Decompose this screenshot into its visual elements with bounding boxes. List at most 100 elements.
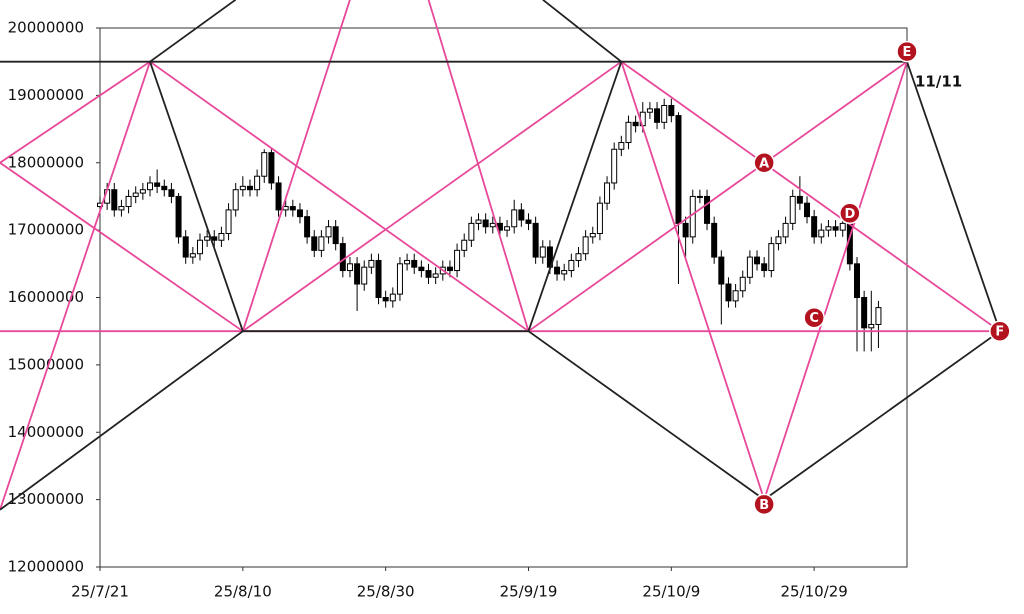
x-tick-label: 25/10/29 — [780, 583, 847, 601]
candle-body — [146, 182, 153, 191]
candle-body — [396, 263, 403, 295]
candle-body — [525, 219, 532, 224]
candle-body — [518, 209, 525, 221]
candle-body — [654, 108, 661, 123]
point-label: C — [809, 311, 819, 326]
candle-body — [354, 263, 361, 285]
y-tick-label: 15000000 — [8, 355, 84, 373]
candle-body — [368, 259, 375, 268]
candle-body — [168, 189, 175, 197]
candle-body — [404, 259, 411, 265]
candle-body — [325, 226, 332, 238]
candle-body — [454, 249, 461, 272]
candle-body — [468, 222, 475, 241]
candle-body — [375, 259, 382, 299]
candle-body — [389, 293, 396, 302]
candle-body — [668, 104, 675, 117]
candle-body — [711, 222, 718, 258]
y-tick-label: 18000000 — [8, 153, 84, 171]
candle-body — [175, 195, 182, 238]
candle-body — [682, 222, 689, 238]
candle-body — [582, 236, 589, 255]
y-tick-label: 14000000 — [8, 423, 84, 441]
candle-body — [618, 142, 625, 150]
candle-body — [596, 202, 603, 234]
point-marker — [803, 306, 825, 329]
candle-body — [804, 202, 811, 218]
candle-body — [339, 243, 346, 272]
candle-body — [432, 273, 439, 278]
candle-body — [239, 185, 246, 191]
candle-body — [461, 239, 468, 251]
candle-body — [268, 152, 275, 184]
overlay-line — [0, 59, 909, 511]
x-tick-label: 25/8/30 — [357, 583, 415, 601]
x-tick-label: 25/9/19 — [500, 583, 558, 601]
candle-body — [861, 297, 868, 329]
candle-body — [796, 195, 803, 204]
candle-body — [189, 253, 196, 258]
candle-body — [811, 216, 818, 238]
candle-body — [225, 209, 232, 234]
candle-body — [704, 195, 711, 224]
candle-body — [832, 226, 839, 231]
candle-body — [289, 206, 296, 211]
candle-body — [604, 182, 611, 204]
candle-body — [282, 206, 289, 211]
candle-body — [361, 266, 368, 285]
y-tick-label: 16000000 — [8, 288, 84, 306]
candle-body — [825, 226, 832, 231]
overlay-line — [0, 60, 1001, 333]
candle-body — [125, 195, 132, 208]
candle-body — [118, 206, 125, 211]
candle-body — [332, 226, 339, 245]
candle-body — [746, 256, 753, 278]
candle-body — [489, 222, 496, 228]
point-marker — [839, 202, 861, 225]
y-tick-label: 17000000 — [8, 221, 84, 239]
candle-body — [304, 216, 311, 238]
annotation: 11/11 — [915, 72, 962, 90]
candle-body — [254, 175, 261, 191]
point-marker — [753, 152, 775, 174]
candle-body — [661, 104, 668, 123]
candle-body — [161, 185, 168, 191]
candle-body — [732, 290, 739, 302]
candle-body — [382, 297, 389, 302]
candle-body — [482, 219, 489, 228]
point-label: F — [995, 325, 1004, 340]
candle-body — [561, 270, 568, 275]
candle-body — [232, 189, 239, 211]
candle-body — [204, 236, 211, 241]
y-tick-label: 13000000 — [8, 490, 84, 508]
candle-body — [696, 195, 703, 198]
candle-body — [739, 276, 746, 292]
overlay-line — [427, 0, 530, 332]
candle-body — [511, 209, 518, 228]
candle-body — [504, 226, 511, 231]
candle-body — [318, 236, 325, 251]
candle-body — [261, 152, 268, 177]
candle-body — [839, 222, 846, 231]
candle-body — [875, 307, 882, 325]
plot-frame — [99, 27, 908, 568]
candle-body — [818, 229, 825, 238]
candle-body — [554, 266, 561, 275]
candle-body — [532, 222, 539, 258]
point-marker — [989, 320, 1011, 342]
x-tick-label: 25/8/10 — [214, 583, 272, 601]
candle-body — [139, 189, 146, 194]
point-label: D — [844, 207, 855, 222]
candle-body — [311, 236, 318, 251]
candle-body — [625, 121, 632, 144]
candle-body — [868, 323, 875, 329]
candle-body — [418, 266, 425, 272]
overlay-line — [0, 60, 151, 164]
point-label: A — [759, 156, 769, 171]
candle-body — [446, 266, 453, 272]
candle-body — [718, 256, 725, 285]
point-label: E — [903, 45, 912, 60]
candle-body — [782, 222, 789, 238]
